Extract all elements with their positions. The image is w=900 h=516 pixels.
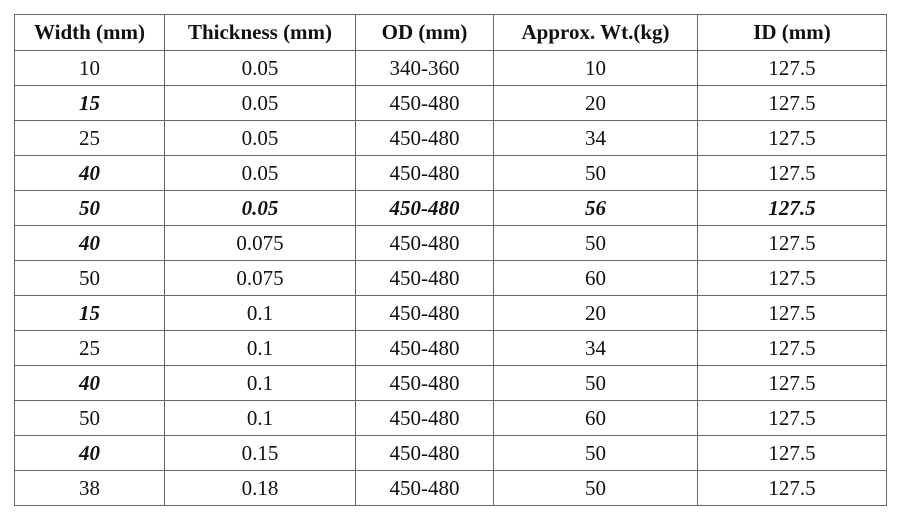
table-cell: 127.5	[697, 225, 887, 261]
table-row: 15 0.1 450-480 20 127.5	[14, 295, 887, 331]
table-cell: 0.05	[164, 85, 356, 121]
table-cell: 50	[14, 190, 165, 226]
table-cell: 50	[493, 470, 698, 506]
table-cell: 0.1	[164, 330, 356, 366]
table-row: 10 0.05 340-360 10 127.5	[14, 50, 887, 86]
table-cell: 34	[493, 120, 698, 156]
table-cell: 60	[493, 260, 698, 296]
table-cell: 450-480	[355, 295, 494, 331]
table-row: 40 0.05 450-480 50 127.5	[14, 155, 887, 191]
table-cell: 450-480	[355, 85, 494, 121]
table-cell: 127.5	[697, 260, 887, 296]
header-cell: OD (mm)	[355, 14, 494, 51]
header-row: Width (mm) Thickness (mm) OD (mm) Approx. W…	[14, 14, 887, 51]
table-cell: 34	[493, 330, 698, 366]
table-cell: 0.18	[164, 470, 356, 506]
table-cell: 40	[14, 225, 165, 261]
table-cell: 0.1	[164, 365, 356, 401]
table-cell: 0.05	[164, 155, 356, 191]
table-row: 50 0.1 450-480 60 127.5	[14, 400, 887, 436]
table-cell: 127.5	[697, 155, 887, 191]
table-row: 50 0.075 450-480 60 127.5	[14, 260, 887, 296]
table-row: 25 0.1 450-480 34 127.5	[14, 330, 887, 366]
header-cell: Approx. Wt.(kg)	[493, 14, 698, 51]
table-cell: 15	[14, 295, 165, 331]
table-cell: 450-480	[355, 470, 494, 506]
table-cell: 20	[493, 295, 698, 331]
table-cell: 25	[14, 330, 165, 366]
table-cell: 127.5	[697, 190, 887, 226]
table-cell: 40	[14, 435, 165, 471]
table-cell: 25	[14, 120, 165, 156]
table-cell: 40	[14, 155, 165, 191]
table-cell: 0.075	[164, 225, 356, 261]
table-cell: 0.075	[164, 260, 356, 296]
table-cell: 50	[493, 225, 698, 261]
table-row: 40 0.1 450-480 50 127.5	[14, 365, 887, 401]
table-cell: 56	[493, 190, 698, 226]
table-cell: 340-360	[355, 50, 494, 86]
header-cell: ID (mm)	[697, 14, 887, 51]
header-cell: Thickness (mm)	[164, 14, 356, 51]
table-cell: 50	[493, 155, 698, 191]
table-cell: 0.05	[164, 190, 356, 226]
table-cell: 450-480	[355, 120, 494, 156]
table-cell: 20	[493, 85, 698, 121]
header-cell: Width (mm)	[14, 14, 165, 51]
table-row: 25 0.05 450-480 34 127.5	[14, 120, 887, 156]
table-cell: 50	[14, 260, 165, 296]
table-cell: 60	[493, 400, 698, 436]
table-cell: 127.5	[697, 85, 887, 121]
table-cell: 50	[493, 365, 698, 401]
table-cell: 50	[493, 435, 698, 471]
table-cell: 127.5	[697, 365, 887, 401]
table-cell: 40	[14, 365, 165, 401]
table-cell: 127.5	[697, 470, 887, 506]
table-row: 40 0.075 450-480 50 127.5	[14, 225, 887, 261]
table-cell: 10	[14, 50, 165, 86]
table-cell: 127.5	[697, 120, 887, 156]
table-cell: 450-480	[355, 330, 494, 366]
table-cell: 50	[14, 400, 165, 436]
table-cell: 450-480	[355, 365, 494, 401]
table-cell: 0.1	[164, 295, 356, 331]
table-cell: 450-480	[355, 435, 494, 471]
table-row: 38 0.18 450-480 50 127.5	[14, 470, 887, 506]
table-container: Width (mm) Thickness (mm) OD (mm) Approx. W…	[14, 14, 887, 506]
table-cell: 127.5	[697, 50, 887, 86]
table-cell: 450-480	[355, 400, 494, 436]
table-row: 50 0.05 450-480 56 127.5	[14, 190, 887, 226]
table-cell: 10	[493, 50, 698, 86]
table-body: 10 0.05 340-360 10 127.5 15 0.05 450-480 20 127.5…	[14, 50, 887, 506]
table-row: 15 0.05 450-480 20 127.5	[14, 85, 887, 121]
table-cell: 127.5	[697, 295, 887, 331]
table-cell: 450-480	[355, 155, 494, 191]
spec-table: Width (mm) Thickness (mm) OD (mm) Approx. W…	[14, 14, 887, 506]
table-cell: 127.5	[697, 400, 887, 436]
table-cell: 15	[14, 85, 165, 121]
table-cell: 450-480	[355, 190, 494, 226]
table-cell: 0.1	[164, 400, 356, 436]
table-cell: 450-480	[355, 260, 494, 296]
table-cell: 0.05	[164, 120, 356, 156]
table-row: 40 0.15 450-480 50 127.5	[14, 435, 887, 471]
table-cell: 38	[14, 470, 165, 506]
table-cell: 0.15	[164, 435, 356, 471]
table-cell: 450-480	[355, 225, 494, 261]
table-cell: 0.05	[164, 50, 356, 86]
table-cell: 127.5	[697, 330, 887, 366]
table-cell: 127.5	[697, 435, 887, 471]
